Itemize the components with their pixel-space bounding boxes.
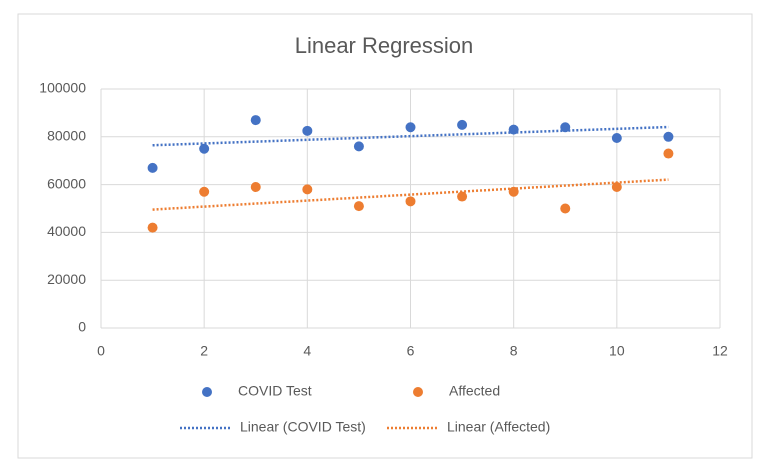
point bbox=[457, 119, 468, 130]
y-tick-label: 80000 bbox=[47, 128, 86, 144]
x-tick-label: 12 bbox=[712, 343, 728, 359]
point bbox=[508, 124, 519, 135]
legend-label: Affected bbox=[449, 383, 500, 399]
y-tick-label: 40000 bbox=[47, 223, 86, 239]
legend-marker bbox=[413, 387, 423, 397]
point bbox=[508, 186, 519, 197]
x-tick-label: 8 bbox=[510, 343, 518, 359]
point bbox=[199, 186, 210, 197]
y-tick-label: 0 bbox=[78, 319, 86, 335]
legend-label: Linear (COVID Test) bbox=[240, 419, 366, 435]
point bbox=[457, 191, 468, 202]
point bbox=[147, 222, 158, 233]
x-tick-label: 2 bbox=[200, 343, 208, 359]
x-tick-label: 6 bbox=[407, 343, 415, 359]
legend-label: Linear (Affected) bbox=[447, 419, 550, 435]
point bbox=[405, 122, 416, 133]
point bbox=[405, 196, 416, 207]
y-tick-label: 100000 bbox=[39, 80, 86, 96]
point bbox=[560, 203, 571, 214]
point bbox=[560, 122, 571, 133]
chart-title: Linear Regression bbox=[295, 33, 474, 58]
legend-label: COVID Test bbox=[238, 383, 312, 399]
point bbox=[199, 143, 210, 154]
legend-marker bbox=[202, 387, 212, 397]
x-tick-label: 10 bbox=[609, 343, 625, 359]
point bbox=[302, 125, 313, 136]
x-tick-label: 4 bbox=[303, 343, 311, 359]
point bbox=[353, 141, 364, 152]
chart-frame bbox=[17, 13, 753, 459]
y-tick-label: 60000 bbox=[47, 175, 86, 191]
point bbox=[250, 115, 261, 126]
point bbox=[147, 162, 158, 173]
point bbox=[611, 181, 622, 192]
point bbox=[302, 184, 313, 195]
point bbox=[663, 148, 674, 159]
point bbox=[663, 131, 674, 142]
point bbox=[353, 201, 364, 212]
point bbox=[611, 132, 622, 143]
point bbox=[250, 181, 261, 192]
x-tick-label: 0 bbox=[97, 343, 105, 359]
y-tick-label: 20000 bbox=[47, 271, 86, 287]
